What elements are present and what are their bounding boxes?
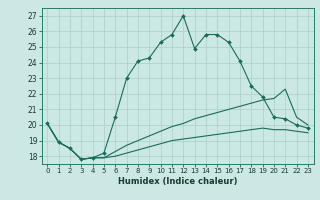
X-axis label: Humidex (Indice chaleur): Humidex (Indice chaleur)	[118, 177, 237, 186]
